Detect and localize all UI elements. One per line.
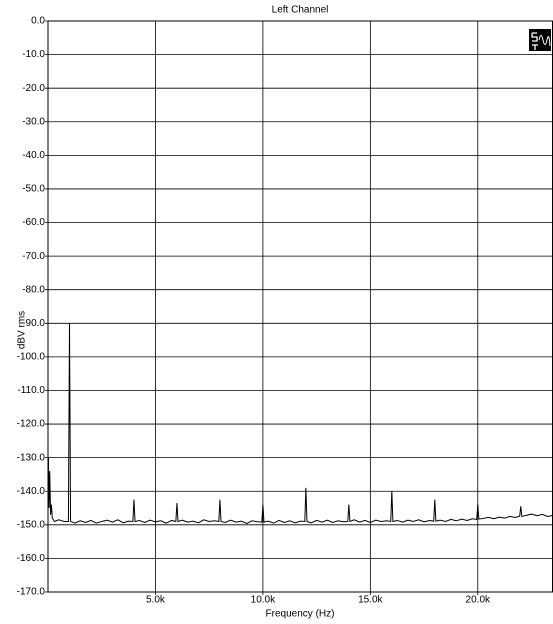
y-tick-label: -120.0 bbox=[17, 419, 46, 430]
y-tick-label: -170.0 bbox=[17, 587, 46, 598]
x-tick-label: 15.0k bbox=[358, 595, 383, 606]
y-axis-label: dBV rms bbox=[17, 311, 28, 349]
spectrum-line bbox=[47, 323, 553, 525]
y-tick-label: -10.0 bbox=[22, 49, 45, 60]
y-tick-label: -110.0 bbox=[17, 385, 45, 396]
y-tick-label: -50.0 bbox=[22, 184, 45, 195]
x-tick-label: 10.0k bbox=[251, 595, 276, 606]
y-tick-label: -70.0 bbox=[22, 251, 45, 262]
x-tick-label: 20.0k bbox=[466, 595, 491, 606]
chart-title: Left Channel bbox=[272, 5, 329, 16]
y-tick-label: -40.0 bbox=[22, 150, 45, 161]
y-tick-label: -130.0 bbox=[17, 452, 46, 463]
y-tick-label: -140.0 bbox=[17, 486, 46, 497]
y-tick-label: -60.0 bbox=[22, 217, 45, 228]
y-tick-label: -150.0 bbox=[17, 519, 46, 530]
logo bbox=[529, 29, 551, 51]
y-tick-label: -20.0 bbox=[22, 83, 45, 94]
y-tick-label: -100.0 bbox=[17, 352, 46, 363]
y-tick-label: -80.0 bbox=[22, 284, 45, 295]
y-tick-label: -160.0 bbox=[17, 553, 46, 564]
y-tick-label: -90.0 bbox=[22, 318, 45, 329]
y-tick-label: 0.0 bbox=[31, 16, 45, 27]
x-axis-label: Frequency (Hz) bbox=[266, 609, 335, 620]
y-tick-label: -30.0 bbox=[22, 116, 45, 127]
x-tick-label: 5.0k bbox=[146, 595, 166, 606]
